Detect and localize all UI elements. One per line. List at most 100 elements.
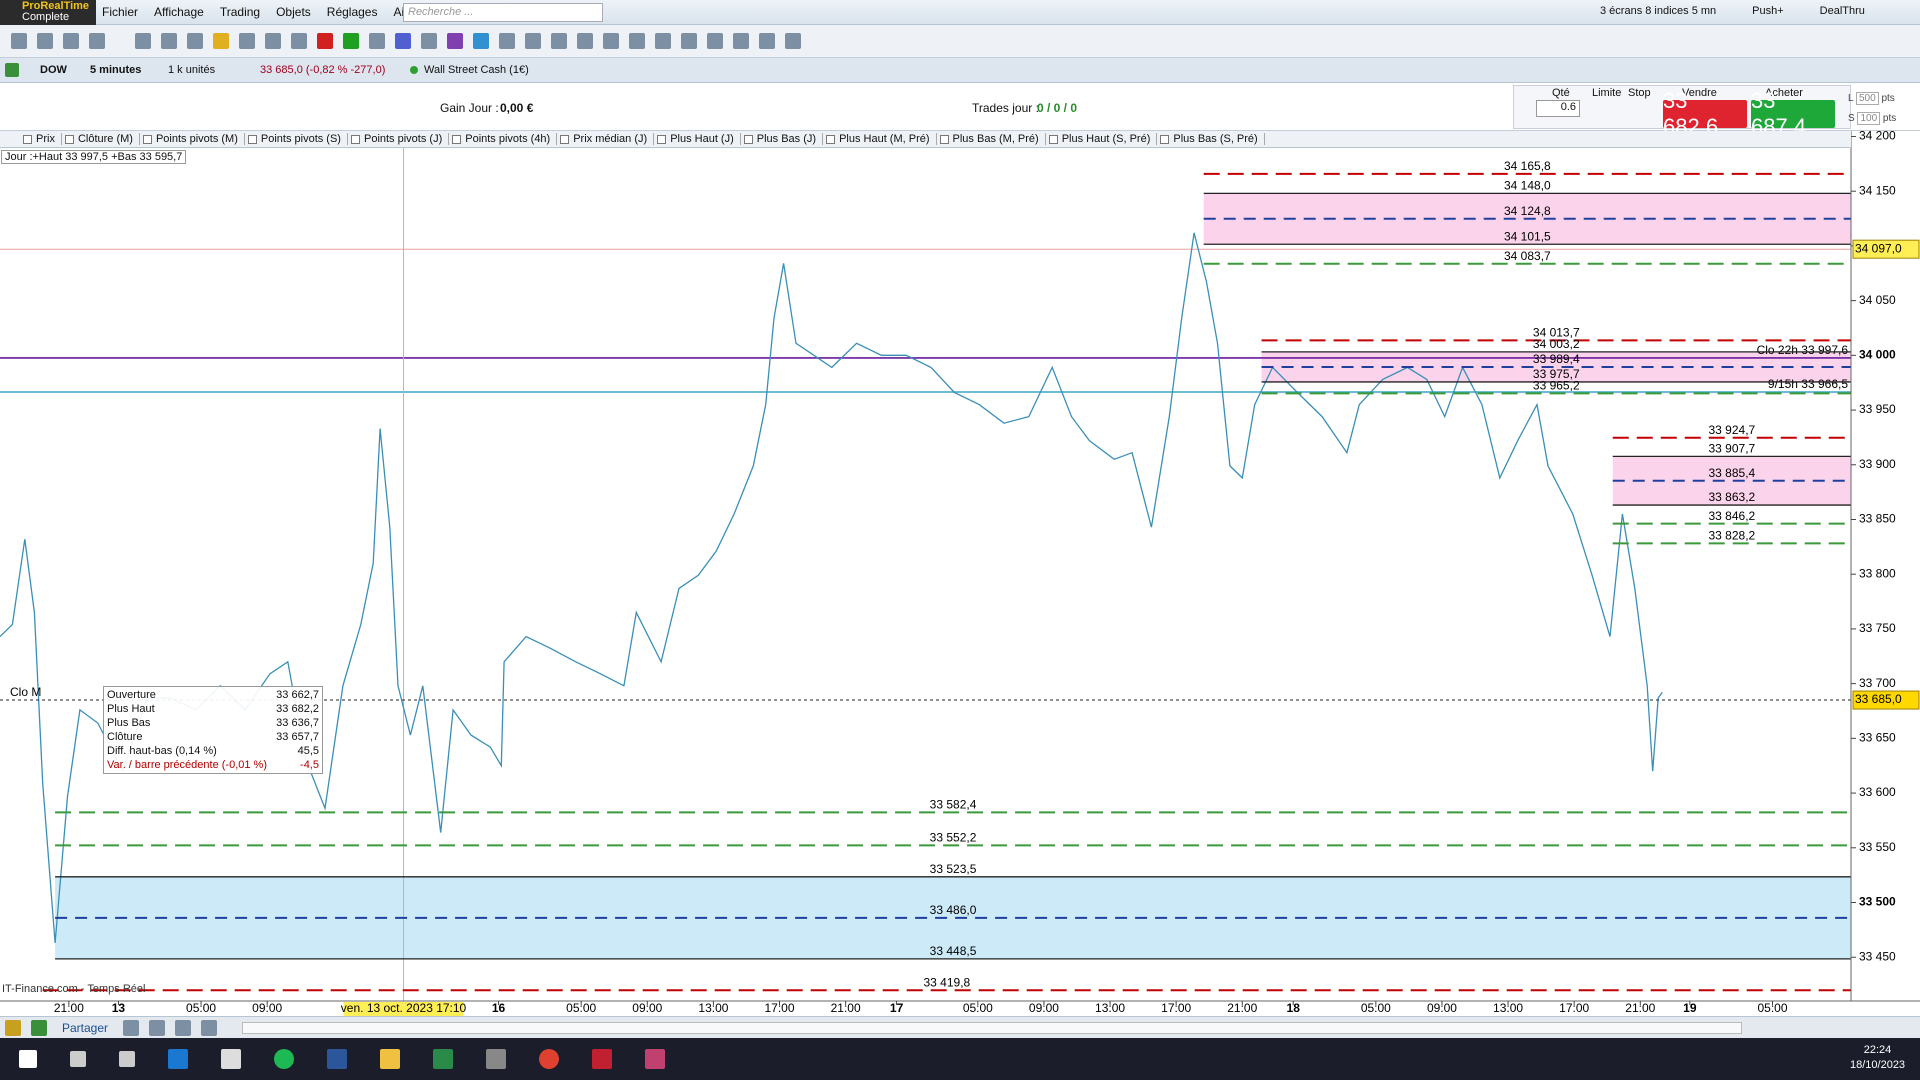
x-tick-label: 17 [890, 1001, 904, 1015]
tool[interactable] [291, 33, 307, 49]
indicator-tab[interactable]: Plus Bas (J) [741, 133, 824, 145]
menu-item[interactable]: Trading [219, 5, 261, 19]
app-icon[interactable] [486, 1049, 506, 1069]
indicator-tab[interactable]: Points pivots (4h) [449, 133, 558, 145]
l-label: L [1848, 93, 1854, 104]
tool[interactable] [551, 33, 567, 49]
app-icon[interactable] [274, 1049, 294, 1069]
stop-label[interactable]: Stop [1628, 87, 1651, 99]
app-icon[interactable] [168, 1049, 188, 1069]
tool[interactable] [343, 33, 359, 49]
tool[interactable] [525, 33, 541, 49]
indicator-tab[interactable]: Clôture (M) [62, 133, 140, 145]
tool[interactable] [603, 33, 619, 49]
indicator-tab[interactable]: Plus Haut (J) [654, 133, 741, 145]
indicator-tab[interactable]: Points pivots (J) [348, 133, 450, 145]
tool[interactable] [577, 33, 593, 49]
tool[interactable] [265, 33, 281, 49]
level-label: 33 582,4 [930, 798, 977, 812]
workspace[interactable]: 3 écrans 8 indices 5 mn [1600, 5, 1717, 17]
app-icon[interactable] [539, 1049, 559, 1069]
tool[interactable] [187, 33, 203, 49]
indicator-tab[interactable]: Points pivots (M) [140, 133, 245, 145]
account-bar: Gain Jour : 0,00 € Trades jour : 0 / 0 /… [0, 83, 1920, 139]
tool[interactable] [239, 33, 255, 49]
app-icon[interactable] [645, 1049, 665, 1069]
tab-label: Plus Bas (M, Pré) [952, 133, 1039, 145]
app-icon[interactable] [592, 1049, 612, 1069]
taskview[interactable] [119, 1051, 135, 1067]
s-input[interactable]: 100 [1857, 112, 1881, 125]
menu-item[interactable]: Objets [276, 5, 311, 19]
tool[interactable] [161, 33, 177, 49]
tool[interactable] [149, 1019, 166, 1036]
l-input[interactable]: 500 [1855, 92, 1879, 105]
level-label: 33 965,2 [1533, 379, 1580, 393]
tool[interactable] [499, 33, 515, 49]
level-label: 34 003,2 [1533, 337, 1580, 351]
tool[interactable] [123, 1019, 140, 1036]
tool[interactable] [31, 1019, 47, 1036]
sell-button[interactable]: 33 682,6 [1663, 88, 1747, 139]
dealthru[interactable]: DealThru [1819, 5, 1865, 17]
menu-item[interactable]: Affichage [154, 5, 204, 19]
tool[interactable] [655, 33, 671, 49]
period[interactable]: 5 minutes [90, 64, 142, 76]
last-tag: Clo M [10, 685, 41, 699]
tool[interactable] [201, 1019, 218, 1036]
tool[interactable] [629, 33, 645, 49]
chart: Clo 22h 33 997,6 9/15h 33 966,5 34 165,8 34… [0, 131, 1920, 1016]
tool[interactable] [11, 33, 27, 49]
indicator-tab[interactable]: Plus Haut (M, Pré) [823, 133, 937, 145]
tool[interactable] [135, 33, 151, 49]
menu-item[interactable]: Fichier [102, 5, 139, 19]
y-axis [1851, 131, 1920, 1016]
qty-input[interactable]: 0.6 [1536, 100, 1580, 117]
tool[interactable] [175, 1019, 192, 1036]
tool[interactable] [785, 33, 801, 49]
indicator-tab[interactable]: Prix [20, 133, 62, 145]
x-tick-label: 13 [112, 1001, 126, 1015]
app-icon[interactable] [380, 1049, 400, 1069]
push[interactable]: Push+ [1752, 5, 1784, 17]
tool[interactable] [733, 33, 749, 49]
tool[interactable] [473, 33, 489, 49]
tool[interactable] [759, 33, 775, 49]
tool[interactable] [5, 1019, 21, 1036]
units[interactable]: 1 k unités [168, 64, 216, 76]
start[interactable] [19, 1050, 37, 1068]
tool[interactable] [37, 33, 53, 49]
app-icon[interactable] [221, 1049, 241, 1069]
buy-button[interactable]: 33 687,4 [1751, 88, 1835, 139]
tool[interactable] [447, 33, 463, 49]
search-box[interactable]: Recherche ... [403, 3, 603, 22]
tool[interactable] [317, 33, 333, 49]
indicator-tab[interactable]: Plus Haut (S, Pré) [1046, 133, 1158, 145]
search[interactable] [70, 1051, 86, 1067]
unit: pts [1881, 93, 1895, 104]
limit-label[interactable]: Limite [1592, 87, 1622, 99]
scrollbar[interactable] [242, 1021, 1743, 1034]
indicator-tab[interactable]: Plus Bas (M, Pré) [937, 133, 1046, 145]
tool[interactable] [707, 33, 723, 49]
tooltip-row: Var. / barre précédente (-0,01 %) -4,5 [107, 758, 319, 772]
tool[interactable] [213, 33, 229, 49]
symbol[interactable]: DOW [40, 64, 67, 76]
tool[interactable] [63, 33, 79, 49]
tool[interactable] [395, 33, 411, 49]
tooltip-key: Plus Bas [107, 717, 151, 729]
tool[interactable] [421, 33, 437, 49]
menu-item[interactable]: Réglages [326, 5, 378, 19]
indicator-tab[interactable]: Points pivots (S) [245, 133, 348, 145]
app-icon[interactable] [327, 1049, 347, 1069]
indicator-tab[interactable]: Plus Bas (S, Pré) [1157, 133, 1265, 145]
share[interactable]: Partager [62, 1020, 109, 1035]
checkbox [743, 134, 753, 144]
tooltip-row: Diff. haut-bas (0,14 %) 45,5 [107, 744, 319, 758]
tool[interactable] [681, 33, 697, 49]
tool[interactable] [369, 33, 385, 49]
tool[interactable] [89, 33, 105, 49]
indicator-tab[interactable]: Prix médian (J) [557, 133, 655, 145]
x-tick-label: 21:00 [54, 1001, 84, 1015]
app-icon[interactable] [433, 1049, 453, 1069]
